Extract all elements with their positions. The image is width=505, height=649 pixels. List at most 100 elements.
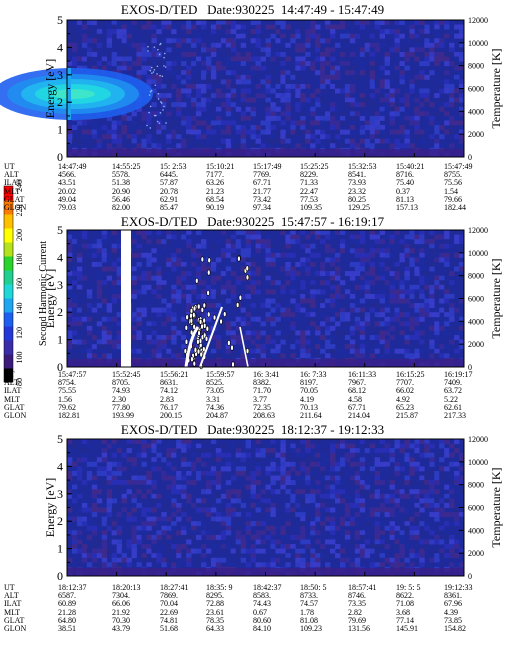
table-cell: 15:47:57 bbox=[58, 370, 87, 379]
table-cell: 7769. bbox=[253, 170, 271, 180]
table-cell: 18:50: 5 bbox=[300, 583, 327, 592]
table-cell: 7304. bbox=[112, 591, 130, 601]
table-cell: 90.19 bbox=[206, 202, 224, 212]
table-cell: 8583. bbox=[253, 591, 271, 601]
table-cell: 7177. bbox=[206, 170, 224, 180]
y-tick-label: 0 bbox=[57, 150, 63, 164]
table-cell: 0.67 bbox=[253, 607, 267, 617]
table-cell: 4.39 bbox=[444, 607, 458, 617]
table-cell: 5578. bbox=[112, 170, 130, 180]
table-cell: 49.04 bbox=[58, 194, 76, 204]
table-cell: 72.88 bbox=[206, 599, 224, 609]
y2-tick-label: 6000 bbox=[468, 85, 484, 94]
table-cell: 131.56 bbox=[348, 623, 370, 633]
colorbar-segment bbox=[4, 214, 13, 229]
spectrogram-plot: 0 1 2 3 4 5 0 2000 4000 6000 8000 10000 12000 Energy … bbox=[0, 13, 503, 164]
table-row-label: GLAT bbox=[4, 194, 25, 204]
table-cell: 3.77 bbox=[253, 394, 267, 404]
table-cell: 72.35 bbox=[253, 402, 271, 412]
colorbar-segment bbox=[4, 228, 13, 243]
y2-tick-label: 8000 bbox=[468, 62, 484, 71]
table-row-label: MLT bbox=[4, 186, 21, 196]
table-cell: 217.33 bbox=[444, 410, 466, 420]
table-cell: 14:47:49 bbox=[58, 162, 87, 171]
colorbar-tick-label: 160 bbox=[15, 278, 24, 290]
data-gap-and-saturation bbox=[121, 230, 250, 370]
table-cell: 7967. bbox=[348, 378, 366, 388]
table-row-label: UT bbox=[4, 162, 15, 171]
table-cell: 21.77 bbox=[253, 186, 271, 196]
y-tick-label: 2 bbox=[57, 305, 63, 319]
colorbar-segment bbox=[4, 256, 13, 271]
table-cell: 21.23 bbox=[206, 186, 224, 196]
table-cell: 3.68 bbox=[396, 607, 410, 617]
y2-tick-label: 4000 bbox=[468, 317, 484, 326]
table-cell: 2.82 bbox=[348, 607, 362, 617]
y-tick-label: 4 bbox=[57, 459, 63, 473]
table-cell: 74.93 bbox=[112, 386, 130, 396]
table-cell: 8622. bbox=[396, 591, 414, 601]
y-axis-label: Energy [eV] bbox=[43, 478, 57, 537]
table-cell: 15:40:21 bbox=[396, 162, 425, 171]
colorbar-tick-label: 80 bbox=[15, 378, 24, 386]
table-cell: 77.80 bbox=[112, 402, 130, 412]
y-tick-label: 0 bbox=[57, 360, 63, 374]
table-cell: 67.71 bbox=[348, 402, 366, 412]
table-cell: 15:10:21 bbox=[206, 162, 235, 171]
table-cell: 4.19 bbox=[300, 394, 314, 404]
table-cell: 43.51 bbox=[58, 178, 76, 188]
table-cell: 20.78 bbox=[160, 186, 178, 196]
table-cell: 6445. bbox=[160, 170, 178, 180]
y2-axis-label: Temperature [K] bbox=[489, 258, 503, 338]
table-cell: 80.25 bbox=[348, 194, 366, 204]
colorbar-segment bbox=[4, 298, 13, 313]
y-tick-label: 3 bbox=[57, 278, 63, 292]
table-cell: 7707. bbox=[396, 378, 414, 388]
table-cell: 19:12:33 bbox=[444, 583, 473, 592]
table-cell: 23.32 bbox=[348, 186, 366, 196]
colorbar-segment bbox=[4, 200, 13, 215]
table-cell: 21.92 bbox=[112, 607, 130, 617]
table-cell: 79.66 bbox=[444, 194, 462, 204]
colorbar-segment bbox=[4, 270, 13, 285]
colorbar-tick-label: 220 bbox=[15, 205, 24, 217]
table-cell: 2.30 bbox=[112, 394, 126, 404]
table-cell: 77.14 bbox=[396, 615, 414, 625]
table-cell: 20.02 bbox=[58, 186, 76, 196]
table-cell: 4566. bbox=[58, 170, 76, 180]
table-cell: 15:59:57 bbox=[206, 370, 235, 379]
y2-axis-label: Temperature [K] bbox=[489, 48, 503, 128]
table-cell: 15: 2:53 bbox=[160, 162, 187, 171]
table-cell: 22.69 bbox=[160, 607, 178, 617]
y-tick-label: 0 bbox=[57, 569, 63, 583]
table-cell: 79.03 bbox=[58, 202, 76, 212]
table-cell: 75.56 bbox=[444, 178, 462, 188]
colorbar-segment bbox=[4, 186, 13, 201]
table-cell: 200.15 bbox=[160, 410, 182, 420]
table-cell: 77.53 bbox=[300, 194, 318, 204]
y2-tick-label: 8000 bbox=[468, 272, 484, 281]
table-cell: 80.60 bbox=[253, 615, 271, 625]
y-tick-label: 3 bbox=[57, 68, 63, 82]
table-row-label: GLAT bbox=[4, 402, 25, 412]
table-cell: 74.57 bbox=[300, 599, 318, 609]
table-cell: 22.47 bbox=[300, 186, 318, 196]
table-cell: 71.70 bbox=[253, 386, 271, 396]
spectrogram-plot: 0 1 2 3 4 5 0 2000 4000 6000 8000 10000 12000 Energy … bbox=[43, 432, 503, 583]
table-cell: 15:47:49 bbox=[444, 162, 473, 171]
colorbar-segment bbox=[4, 368, 13, 383]
table-cell: 154.82 bbox=[444, 623, 466, 633]
table-cell: 73.35 bbox=[348, 599, 366, 609]
table-cell: 68.12 bbox=[348, 386, 366, 396]
table-row-label: GLON bbox=[4, 202, 27, 212]
y2-tick-label: 2000 bbox=[468, 340, 484, 349]
table-cell: 18:20:13 bbox=[112, 583, 141, 592]
y-axis-label: Energy [eV] bbox=[43, 59, 57, 118]
spectrogram-panel-2: EXOS-D/TED Date:930225 15:47:57 - 16:19:… bbox=[0, 213, 505, 428]
table-row-label: ILAT bbox=[4, 599, 22, 609]
table-cell: 16: 7:33 bbox=[300, 370, 327, 379]
table-cell: 74.43 bbox=[253, 599, 271, 609]
y2-tick-label: 12000 bbox=[468, 226, 488, 235]
table-cell: 73.05 bbox=[206, 386, 224, 396]
